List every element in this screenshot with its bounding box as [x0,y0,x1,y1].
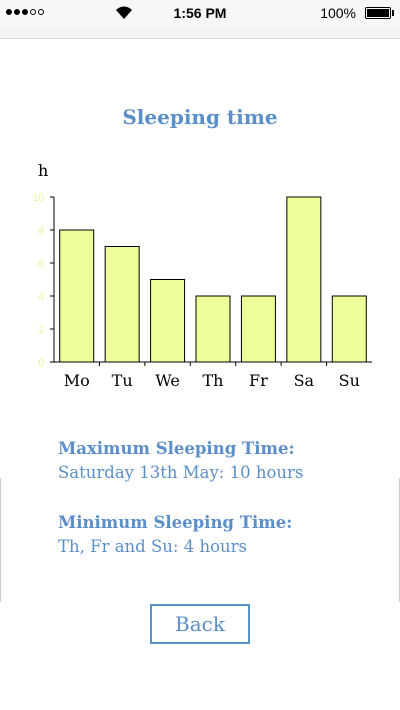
y-tick-label-8: 8 [38,226,44,237]
y-tick-label-10: 10 [33,193,45,204]
bar-mo [59,229,95,363]
bar-tu [104,246,140,363]
signal-dot [22,9,28,15]
x-tick-label-fr: Fr [249,371,268,390]
y-tick-label-0: 0 [38,358,44,369]
x-tick-label-tu: Tu [112,371,133,390]
x-tick-label-sa: Sa [294,371,315,390]
battery-icon [365,7,391,19]
minimum-value: Th, Fr and Su: 4 hours [58,537,247,556]
y-tick-label-4: 4 [38,292,44,303]
bar-sa [286,196,322,363]
minimum-heading: Minimum Sleeping Time: [58,513,293,532]
maximum-heading: Maximum Sleeping Time: [58,439,295,458]
y-axis-label: h [38,161,48,180]
bar-th [195,295,231,363]
signal-dot [30,9,36,15]
back-button[interactable]: Back [150,604,250,644]
signal-dot [14,9,20,15]
x-tick-label-we: We [155,371,180,390]
navigation-bar [0,26,400,39]
sleeping-time-chart: h Mo Tu We Th Fr Sa Su 0 2 4 6 8 10 [33,161,372,390]
bar-fr [240,295,276,363]
signal-dot [6,9,12,15]
wifi-icon [116,6,132,19]
y-tick-label-2: 2 [38,325,44,336]
signal-dot [38,9,44,15]
maximum-sleeping-time: Maximum Sleeping Time: Saturday 13th May… [58,437,303,485]
maximum-value: Saturday 13th May: 10 hours [58,463,304,482]
status-bar: 1:56 PM 100% [0,0,400,26]
page-title: Sleeping time [122,105,278,129]
x-tick-label-mo: Mo [64,371,90,390]
cellular-signal-icon [6,9,44,15]
status-time: 1:56 PM [173,5,227,21]
bar-su [331,295,367,363]
x-tick-label-su: Su [339,371,360,390]
battery-tip [392,10,394,16]
y-tick-label-6: 6 [38,259,44,270]
left-edge-line [0,478,1,602]
minimum-sleeping-time: Minimum Sleeping Time: Th, Fr and Su: 4 … [58,511,292,559]
battery-percentage: 100% [320,5,356,21]
x-tick-label-th: Th [203,371,224,390]
bar-we [150,279,186,363]
